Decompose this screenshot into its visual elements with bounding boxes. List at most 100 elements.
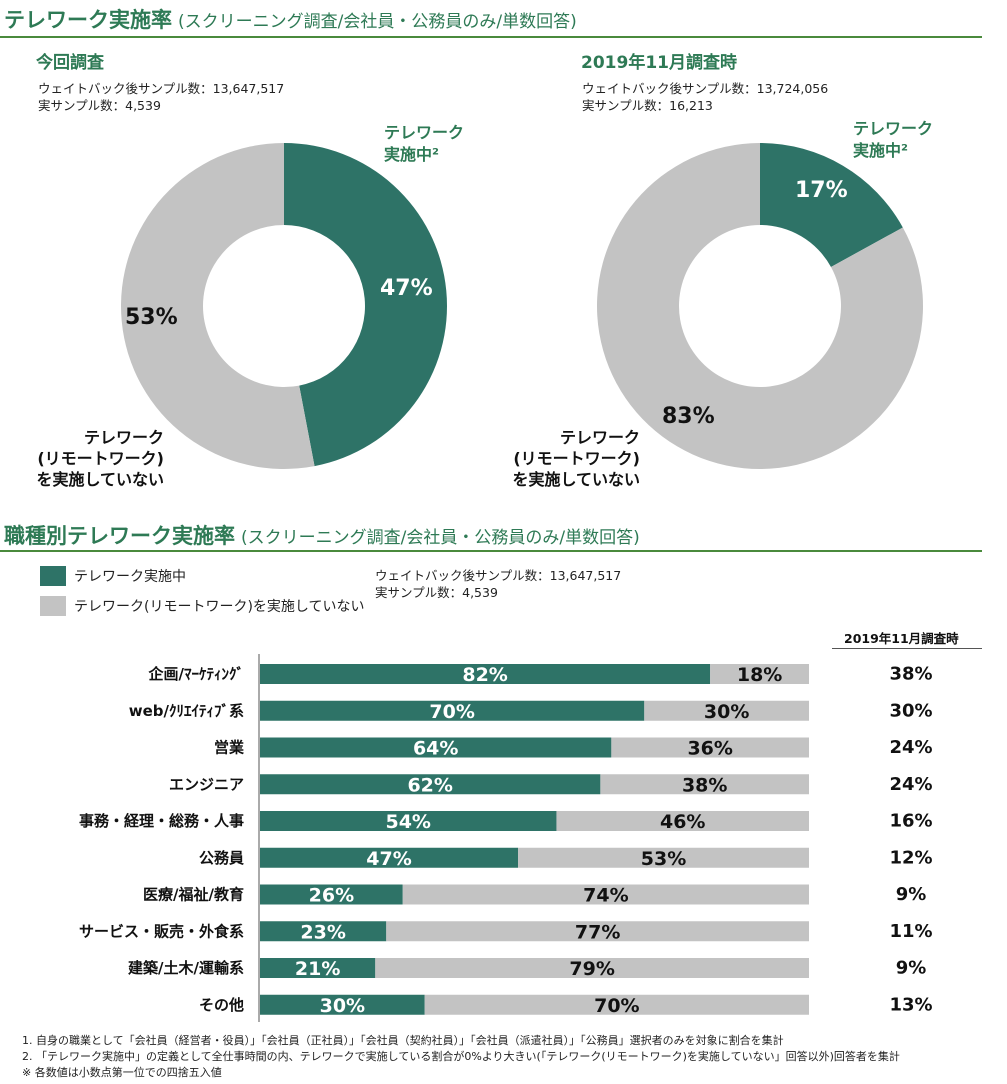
section2-divider <box>0 550 982 552</box>
slice-label-tele-2019: 17% <box>795 178 848 203</box>
bar-tele <box>260 847 519 868</box>
legend-item-tele: テレワーク実施中 <box>40 563 365 589</box>
legend-sample-info: ウェイトバック後サンプル数：13,647,517 実サンプル数：4,539 <box>375 567 621 601</box>
not-label-line3: を実施していない <box>36 470 164 489</box>
bar-label-not: 77% <box>575 921 620 943</box>
section-subtitle: (スクリーニング調査/会社員・公務員のみ/単数回答) <box>178 12 577 32</box>
bar-tele <box>260 664 711 684</box>
slice-label-not-2019: 83% <box>662 404 715 429</box>
bar-tele <box>260 994 425 1015</box>
sample-info-current: ウェイトバック後サンプル数：13,647,517 実サンプル数：4,539 <box>38 80 284 114</box>
tele-label-current: テレワーク 実施中² <box>384 122 464 166</box>
category-label: サービス・販売・外食系 <box>79 922 244 940</box>
bar-label-tele: 62% <box>407 774 452 796</box>
prev-value: 24% <box>889 774 932 795</box>
sample-weighted-2019: ウェイトバック後サンプル数：13,724,056 <box>582 81 829 96</box>
tele-label-line2: 実施中² <box>384 145 440 164</box>
bar-tele <box>260 700 645 721</box>
bar-label-not: 38% <box>682 774 727 796</box>
category-label: 事務・経理・総務・人事 <box>79 812 244 830</box>
legend-swatch-not <box>40 596 66 616</box>
legend-label-tele: テレワーク実施中 <box>74 569 186 585</box>
bar-tele <box>260 958 376 978</box>
donut-current-slice-not <box>120 143 315 469</box>
prev-value: 30% <box>889 700 932 721</box>
footnotes: 1. 自身の職業として「会社員（経営者・役員）」「会社員（正社員）」「会社員（契… <box>22 1033 900 1081</box>
donut-current-slice-tele <box>284 143 447 467</box>
section-title: テレワーク実施率 (スクリーニング調査/会社員・公務員のみ/単数回答) <box>4 4 577 34</box>
legend-swatch-tele <box>40 566 66 586</box>
donut-2019-slice-not <box>597 143 923 470</box>
prev-survey-header: 2019年11月調査時 <box>844 631 959 646</box>
prev-value: 12% <box>889 847 932 868</box>
sample-info-2019: ウェイトバック後サンプル数：13,724,056 実サンプル数：16,213 <box>582 80 828 114</box>
bar-not <box>424 994 809 1015</box>
bar-label-not: 18% <box>737 664 782 686</box>
bar-not <box>386 921 809 942</box>
bar-label-not: 70% <box>594 995 639 1017</box>
not-label-2019: テレワーク (リモートワーク) を実施していない <box>490 427 640 490</box>
sample-actual-2019: 実サンプル数：16,213 <box>582 98 713 113</box>
bar-label-tele: 47% <box>366 848 411 870</box>
bar-label-tele: 82% <box>462 664 507 686</box>
bar-chart: 企画/ﾏｰｹﾃｨﾝｸﾞ 82% 18% 38% web/ｸﾘｴｲﾃｨﾌﾞ系 70% 30% 3… <box>79 654 933 1022</box>
footnote-3: ※ 各数値は小数点第一位での四捨五入値 <box>22 1066 222 1079</box>
not-label-line1: テレワーク <box>559 428 640 447</box>
bar-not <box>710 664 809 684</box>
category-label: 企画/ﾏｰｹﾃｨﾝｸﾞ <box>148 665 244 683</box>
bar-tele <box>260 921 387 942</box>
bar-not <box>556 811 809 831</box>
bar-label-tele: 70% <box>429 701 474 723</box>
slice-label-tele-current: 47% <box>380 276 433 301</box>
prev-value: 13% <box>889 994 932 1015</box>
category-label: エンジニア <box>169 775 244 793</box>
prev-value: 38% <box>889 664 932 685</box>
prev-value: 9% <box>896 884 927 905</box>
legend-sample-weighted: ウェイトバック後サンプル数：13,647,517 <box>375 568 622 583</box>
section2-title: 職種別テレワーク実施率 (スクリーニング調査/会社員・公務員のみ/単数回答) <box>4 520 640 550</box>
not-label-current: テレワーク (リモートワーク) を実施していない <box>14 427 164 490</box>
bar-not <box>375 958 809 978</box>
not-label-line3: を実施していない <box>512 470 640 489</box>
donut-chart-2019 <box>597 143 923 470</box>
donut-2019-slice-tele <box>760 143 903 267</box>
bar-label-not: 79% <box>569 958 614 980</box>
bar-tele <box>260 774 601 795</box>
bar-not <box>600 774 809 795</box>
sample-actual-current: 実サンプル数：4,539 <box>38 98 161 113</box>
section-title-text: テレワーク実施率 <box>4 8 172 32</box>
bar-label-tele: 21% <box>295 958 340 980</box>
bar-label-tele: 64% <box>413 738 458 760</box>
prev-value: 16% <box>889 811 932 832</box>
bar-label-tele: 26% <box>309 885 354 907</box>
not-label-line1: テレワーク <box>83 428 164 447</box>
bar-label-tele: 30% <box>320 995 365 1017</box>
bar-label-tele: 54% <box>385 811 430 833</box>
category-label: web/ｸﾘｴｲﾃｨﾌﾞ系 <box>129 702 244 720</box>
bar-label-not: 30% <box>704 701 749 723</box>
prev-survey-underline <box>832 648 982 649</box>
legend-label-not: テレワーク(リモートワーク)を実施していない <box>74 599 365 615</box>
bar-label-not: 53% <box>641 848 686 870</box>
category-label: 営業 <box>214 739 245 757</box>
section2-title-text: 職種別テレワーク実施率 <box>4 524 235 548</box>
legend-item-not: テレワーク(リモートワーク)を実施していない <box>40 593 365 619</box>
bar-tele <box>260 811 557 831</box>
bar-not <box>518 847 809 868</box>
bar-not <box>611 737 809 758</box>
tele-label-line1: テレワーク <box>384 123 465 142</box>
not-label-line2: (リモートワーク) <box>37 449 164 468</box>
category-label: 建築/土木/運輸系 <box>128 959 244 977</box>
bar-label-not: 36% <box>687 738 732 760</box>
bar-not <box>644 700 809 721</box>
category-label: その他 <box>199 996 244 1014</box>
bar-tele <box>260 884 403 905</box>
prev-value: 24% <box>889 737 932 758</box>
sample-weighted-current: ウェイトバック後サンプル数：13,647,517 <box>38 81 285 96</box>
tele-label-line2: 実施中² <box>853 141 909 160</box>
prev-value: 9% <box>896 958 927 979</box>
donut-chart-current <box>120 143 447 469</box>
section2-subtitle: (スクリーニング調査/会社員・公務員のみ/単数回答) <box>241 528 640 548</box>
donut-title-current: 今回調査 <box>36 53 104 73</box>
legend-sample-actual: 実サンプル数：4,539 <box>375 585 498 600</box>
